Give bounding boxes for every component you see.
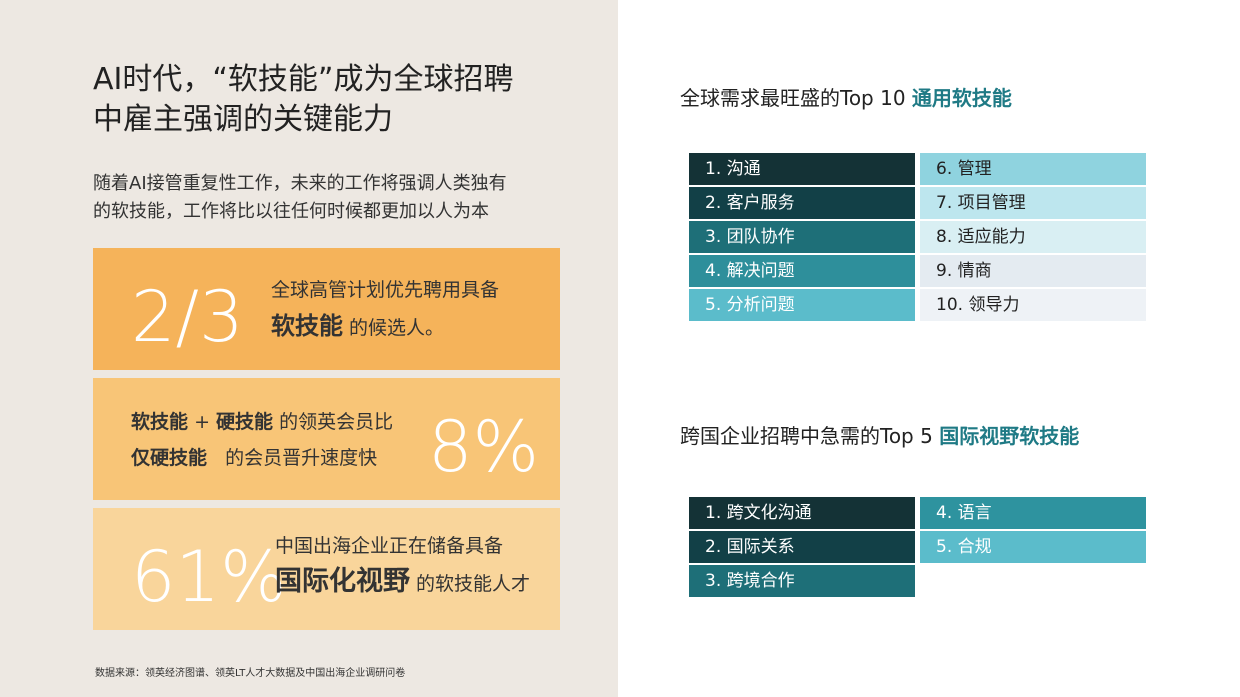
text: 跨国企业招聘中急需的Top 5: [680, 424, 933, 448]
skill-cell: 10. 领导力: [920, 289, 1146, 321]
skill-cell: 2. 国际关系: [689, 531, 915, 563]
stat-text: 中国出海企业正在储备具备 国际化视野 的软技能人才: [275, 528, 530, 602]
skill-cell: 4. 解决问题: [689, 255, 915, 287]
text: +: [194, 411, 210, 433]
text: 全球高管计划优先聘用具备: [271, 279, 500, 301]
stat-figure: 2/3: [131, 276, 244, 358]
subtitle-line: 随着AI接管重复性工作，未来的工作将强调人类独有: [93, 173, 507, 194]
stat-card: 2/3 全球高管计划优先聘用具备 软技能 的候选人。: [93, 248, 560, 370]
emphasis: 软技能: [131, 411, 189, 433]
skill-cell: 6. 管理: [920, 153, 1146, 185]
section-heading: 全球需求最旺盛的Top 10 通用软技能: [680, 82, 1012, 111]
stat-line: 全球高管计划优先聘用具备: [271, 272, 499, 308]
section-heading: 跨国企业招聘中急需的Top 5 国际视野软技能: [680, 420, 1079, 449]
stat-text: 软技能 + 硬技能 的领英会员比 仅硬技能 的会员晋升速度快: [131, 404, 393, 476]
text: 的软技能人才: [416, 573, 531, 595]
subtitle: 随着AI接管重复性工作，未来的工作将强调人类独有 的软技能，工作将比以往任何时候…: [93, 170, 507, 226]
skill-cell: 9. 情商: [920, 255, 1146, 287]
emphasis: 国际化视野: [275, 566, 410, 597]
skill-cell: 1. 沟通: [689, 153, 915, 185]
subtitle-line: 的软技能，工作将比以往任何时候都更加以人为本: [93, 201, 489, 222]
text: 中国出海企业正在储备具备: [275, 535, 504, 557]
stat-line: 仅硬技能 的会员晋升速度快: [131, 440, 393, 476]
text: 的会员晋升速度快: [225, 447, 378, 469]
stat-figure: 61%: [131, 536, 287, 618]
skill-cell: 3. 跨境合作: [689, 565, 915, 597]
title: AI时代，“软技能”成为全球招聘 中雇主强调的关键能力: [93, 60, 513, 140]
skill-cell: 5. 分析问题: [689, 289, 915, 321]
stat-card: 61% 中国出海企业正在储备具备 国际化视野 的软技能人才: [93, 508, 560, 630]
title-line: AI时代，“软技能”成为全球招聘: [93, 62, 514, 97]
skill-cell: 3. 团队协作: [689, 221, 915, 253]
stat-line: 国际化视野 的软技能人才: [275, 564, 530, 602]
stat-figure: 8%: [428, 406, 540, 488]
text: 的领英会员比: [279, 411, 394, 433]
stat-line: 中国出海企业正在储备具备: [275, 528, 530, 564]
title-line: 中雇主强调的关键能力: [93, 102, 393, 137]
emphasis: 硬技能: [216, 411, 274, 433]
skill-cell: 7. 项目管理: [920, 187, 1146, 219]
source-note: 数据来源：领英经济图谱、领英LT人才大数据及中国出海企业调研问卷: [95, 668, 406, 679]
stat-card: 软技能 + 硬技能 的领英会员比 仅硬技能 的会员晋升速度快 8%: [93, 378, 560, 500]
text: 全球需求最旺盛的Top 10: [680, 86, 906, 110]
stat-line: 软技能 + 硬技能 的领英会员比: [131, 404, 393, 440]
emphasis: 软技能: [271, 312, 343, 340]
skill-cell: 2. 客户服务: [689, 187, 915, 219]
skill-cell: 5. 合规: [920, 531, 1146, 563]
stat-text: 全球高管计划优先聘用具备 软技能 的候选人。: [271, 272, 499, 346]
skill-cell: 1. 跨文化沟通: [689, 497, 915, 529]
skill-cell: 4. 语言: [920, 497, 1146, 529]
highlight: 国际视野软技能: [939, 424, 1080, 448]
emphasis: 仅硬技能: [131, 447, 208, 469]
stat-line: 软技能 的候选人。: [271, 308, 499, 346]
highlight: 通用软技能: [911, 86, 1012, 110]
skill-cell: 8. 适应能力: [920, 221, 1146, 253]
text: 的候选人。: [349, 317, 445, 339]
